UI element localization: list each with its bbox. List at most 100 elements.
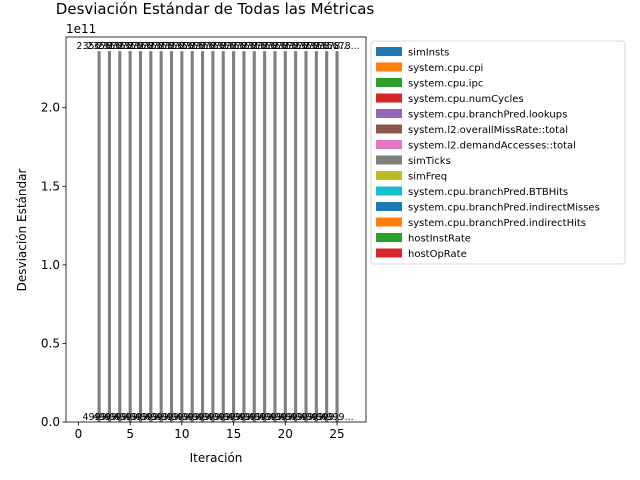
data-label-bottom: 4999...: [145, 412, 178, 423]
data-label-top: 235678...: [87, 41, 132, 52]
data-label-top: 235678...: [139, 41, 184, 52]
plot-frame: [65, 36, 367, 423]
data-label-bottom: 4999...: [258, 412, 291, 423]
bar-simticks-iter-4: [118, 51, 122, 422]
legend: simInsts system.cpu.cpi system.cpu.ipc syst…: [370, 40, 626, 265]
legend-label-system-cpu-branchpred-indirectmisses: system.cpu.branchPred.indirectMisses: [408, 203, 600, 214]
legend-label-system-l2-demandaccesses-total: system.l2.demandAccesses::total: [408, 141, 576, 152]
data-labels-group: 235678... 4999... 235678... 4999... 235678..…: [76, 41, 359, 423]
bar-simticks-iter-20: [283, 51, 287, 422]
data-label-top: 235678...: [314, 41, 359, 52]
y-tick-label: 1.5: [41, 179, 60, 193]
data-label-bottom: 4999...: [310, 412, 343, 423]
bar-simticks-iter-3: [107, 51, 111, 422]
bar-simticks-iter-19: [273, 51, 277, 422]
bar-simticks-iter-9: [169, 51, 174, 422]
data-label-top: 235678...: [76, 41, 121, 52]
legend-label-system-cpu-numcycles: system.cpu.numCycles: [408, 94, 524, 105]
data-label-bottom: 4999...: [300, 412, 333, 423]
legend-swatch-system-cpu-cpi: [376, 62, 402, 72]
data-label-bottom: 4999...: [279, 412, 312, 423]
legend-swatch-simticks: [376, 155, 402, 165]
data-label-bottom: 4999...: [82, 412, 115, 423]
bar-simticks-iter-15: [232, 51, 236, 422]
bar-simticks-iter-23: [314, 51, 318, 422]
legend-label-system-cpu-branchpred-btbhits: system.cpu.branchPred.BTBHits: [408, 187, 568, 198]
data-label-top: 235678...: [97, 41, 142, 52]
bar-simticks-iter-11: [190, 51, 194, 422]
legend-swatch-system-cpu-branchpred-lookups: [376, 109, 402, 118]
data-label-top: 235678...: [180, 41, 225, 52]
x-tick-label: 10: [174, 427, 189, 441]
legend-label-hostoprate: hostOpRate: [408, 249, 467, 260]
legend-swatch-system-cpu-branchpred-indirecthits: [376, 217, 402, 227]
bar-simticks-iter-12: [201, 51, 205, 422]
data-label-top: 235678...: [128, 41, 173, 52]
chart-title: Desviación Estándar de Todas las Métrica…: [56, 0, 375, 18]
bar-simticks-iter-8: [159, 51, 163, 422]
legend-label-siminsts: simInsts: [408, 48, 449, 59]
legend-swatch-siminsts: [376, 47, 402, 56]
legend-label-system-cpu-branchpred-lookups: system.cpu.branchPred.lookups: [408, 110, 567, 121]
legend-label-system-cpu-ipc: system.cpu.ipc: [408, 79, 483, 90]
y-tick-label: 1.0: [41, 258, 60, 272]
data-label-bottom: 4999...: [93, 412, 126, 423]
x-axis-label: Iteración: [190, 451, 243, 465]
data-label-top: 235678...: [159, 41, 204, 52]
data-label-top: 235678...: [190, 41, 235, 52]
legend-swatch-system-cpu-numcycles: [376, 93, 402, 103]
data-label-bottom: 4999...: [196, 412, 229, 423]
data-label-top: 235678...: [304, 41, 349, 52]
data-label-top: 235678...: [170, 41, 215, 52]
y-tick-label: 0.5: [41, 336, 60, 350]
data-label-bottom: 4999...: [238, 412, 271, 423]
data-label-bottom: 4999...: [269, 412, 302, 423]
data-label-bottom: 4999...: [114, 412, 147, 423]
bar-simticks-iter-25: [335, 51, 339, 422]
y-tick-label: 0.0: [41, 415, 60, 429]
x-tick-label: 15: [226, 427, 241, 441]
legend-swatch-system-l2-demandaccesses-total: [376, 140, 402, 149]
data-label-top: 235678...: [221, 41, 266, 52]
data-label-bottom: 4999...: [227, 412, 260, 423]
data-label-bottom: 4999...: [176, 412, 209, 423]
data-label-bottom: 4999...: [248, 412, 281, 423]
y-axis-label: Desviación Estándar: [15, 169, 29, 292]
legend-label-simticks: simTicks: [408, 156, 451, 167]
legend-swatch-simfreq: [376, 171, 402, 180]
legend-label-simfreq: simFreq: [408, 172, 447, 183]
x-tick-label: 25: [329, 427, 344, 441]
bar-simticks-iter-10: [180, 51, 184, 422]
bar-simticks-iter-2: [97, 51, 101, 422]
data-label-top: 235678...: [118, 41, 163, 52]
data-label-top: 235678...: [211, 41, 256, 52]
data-label-top: 235678...: [294, 41, 339, 52]
bar-simticks-iter-7: [149, 51, 153, 422]
data-label-bottom: 4999...: [186, 412, 219, 423]
data-label-top: 235678...: [107, 41, 152, 52]
data-label-bottom: 4999...: [155, 412, 188, 423]
data-label-bottom: 4999...: [124, 412, 157, 423]
axes-group: 0 5 10 15 20 25 0.0 0.5 1.0 1.5 2.0: [41, 36, 367, 441]
legend-swatch-system-cpu-branchpred-indirectmisses: [376, 202, 402, 211]
bar-simticks-iter-6: [138, 51, 143, 422]
bar-simticks-iter-22: [304, 51, 308, 422]
bar-simticks-iter-5: [128, 51, 132, 422]
data-label-top: 235678...: [149, 41, 194, 52]
x-tick-label: 5: [126, 427, 134, 441]
data-label-top: 235678...: [232, 41, 277, 52]
data-label-bottom: 4999...: [217, 412, 250, 423]
data-label-top: 235678...: [252, 41, 297, 52]
y-tick-label: 2.0: [41, 101, 60, 115]
data-label-bottom: 4999...: [320, 412, 353, 423]
legend-label-system-l2-overallmissrate-total: system.l2.overallMissRate::total: [408, 125, 568, 136]
bar-simticks-iter-16: [242, 51, 246, 422]
bars-group: [97, 51, 339, 422]
data-label-top: 235678...: [201, 41, 246, 52]
data-label-bottom: 4999...: [103, 412, 136, 423]
bar-simticks-iter-21: [294, 51, 298, 422]
bar-simticks-iter-13: [211, 51, 215, 422]
legend-swatch-system-cpu-branchpred-btbhits: [376, 186, 402, 196]
data-label-top: 235678...: [273, 41, 318, 52]
